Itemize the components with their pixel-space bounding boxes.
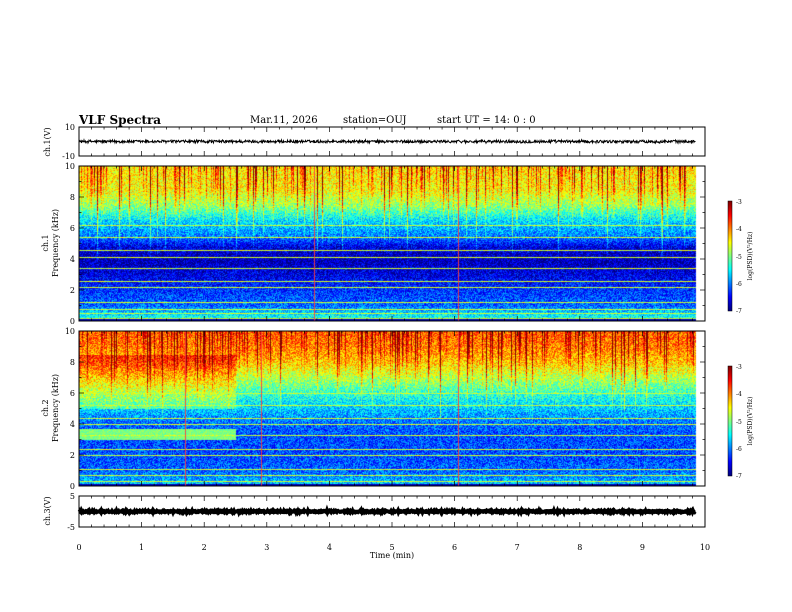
time-tick-6: 6 (452, 543, 457, 552)
ch2-cbar-tick-m3: -3 (736, 364, 742, 371)
ch1-waveform-ylabel: ch.1(V) (43, 127, 52, 156)
ch1-freq-tick-0: 0 (70, 317, 75, 326)
time-tick-10: 10 (700, 543, 710, 552)
ch1-frequency-axis-label: Frequency (kHz) (51, 209, 60, 277)
ch1-waveform-panel: 10 -10 ch.1(V) (43, 123, 706, 161)
ch1-cbar-tick-m3: -3 (736, 199, 742, 206)
ch3-waveform-trace (77, 504, 697, 518)
ch2-freq-tick-6: 6 (70, 389, 75, 398)
ch3-waveform-panel: 5 -5 ch.3(V) (43, 492, 706, 532)
ch2-cbar-tick-m5: -5 (736, 419, 742, 426)
ch1-ytick-bottom: -10 (62, 152, 75, 161)
ch3-waveform-ticks (78, 496, 706, 527)
ch2-cbar-tick-m4: -4 (736, 391, 742, 398)
ch2-colorbar-label: log(PSD)(V²/Hz) (747, 397, 754, 446)
ch1-colorbar-label: log(PSD)(V²/Hz) (747, 232, 754, 281)
time-axis-label: Time (min) (370, 551, 414, 560)
ch1-colorbar (728, 201, 732, 311)
ch1-cbar-tick-m4: -4 (736, 226, 742, 233)
ch1-freq-tick-8: 8 (70, 193, 75, 202)
ch1-colorbar-ticks: -3 -4 -5 -6 -7 (736, 199, 742, 315)
ch2-colorbar-frame (727, 365, 733, 477)
ch3-waveform-ylabel: ch.3(V) (43, 496, 52, 525)
ch2-freq-tick-8: 8 (70, 358, 75, 367)
ch1-spectrogram-ylabel: ch.1 (41, 234, 50, 251)
ch1-freq-tick-2: 2 (70, 286, 75, 295)
ch1-spectrogram-panel: 10 8 6 4 2 0 ch.1 Frequency (kHz) -3 -4 … (41, 162, 754, 326)
time-tick-3: 3 (264, 543, 269, 552)
ch2-cbar-tick-m7: -7 (736, 473, 742, 480)
ch2-spectrogram-panel: 10 8 6 4 2 0 ch.2 Frequency (kHz) -3 -4 … (41, 327, 754, 491)
ch2-freq-tick-2: 2 (70, 451, 75, 460)
ch2-cbar-tick-m6: -6 (736, 446, 742, 453)
ch1-spectrogram-ticks (78, 165, 706, 322)
time-tick-4: 4 (327, 543, 332, 552)
date-label: Mar.11, 2026 (250, 115, 318, 126)
time-tick-7: 7 (515, 543, 520, 552)
ch1-ytick-top: 10 (65, 123, 75, 132)
ch3-ytick-bottom: -5 (67, 523, 75, 532)
time-tick-8: 8 (577, 543, 582, 552)
ch2-frequency-axis-label: Frequency (kHz) (51, 374, 60, 442)
ch2-frequency-ticks: 10 8 6 4 2 0 (65, 327, 75, 491)
ch1-cbar-tick-m6: -6 (736, 281, 742, 288)
station-label: station=OUJ (343, 115, 407, 126)
time-axis: 0 1 2 3 4 5 6 7 8 9 10 Time (min) (76, 543, 710, 560)
ch2-colorbar (728, 366, 732, 476)
ch1-colorbar-frame (727, 200, 733, 312)
ch1-cbar-tick-m5: -5 (736, 254, 742, 261)
ch2-colorbar-ticks: -3 -4 -5 -6 -7 (736, 364, 742, 480)
ch1-waveform-ticks (78, 127, 706, 156)
figure-title: VLF Spectra (78, 113, 161, 127)
time-tick-0: 0 (76, 543, 81, 552)
ch2-freq-tick-10: 10 (65, 327, 75, 336)
ch2-freq-tick-4: 4 (70, 420, 75, 429)
ch2-spectrogram-ticks (78, 330, 706, 487)
time-tick-2: 2 (202, 543, 207, 552)
ch2-spectrogram-image (79, 331, 705, 486)
time-tick-1: 1 (139, 543, 144, 552)
ch2-spectrogram-ylabel: ch.2 (41, 399, 50, 416)
ch1-cbar-tick-m7: -7 (736, 308, 742, 315)
ch3-ytick-top: 5 (70, 492, 75, 501)
ch1-freq-tick-10: 10 (65, 162, 75, 171)
time-tick-9: 9 (640, 543, 645, 552)
time-tick-5: 5 (389, 543, 394, 552)
ch1-spectrogram-image (79, 166, 705, 321)
ch1-freq-tick-4: 4 (70, 255, 75, 264)
ch1-freq-tick-6: 6 (70, 224, 75, 233)
start-ut-label: start UT = 14: 0 : 0 (437, 115, 536, 126)
ch1-waveform-trace (78, 138, 696, 145)
ch1-frequency-ticks: 10 8 6 4 2 0 (65, 162, 75, 326)
ch2-freq-tick-0: 0 (70, 482, 75, 491)
